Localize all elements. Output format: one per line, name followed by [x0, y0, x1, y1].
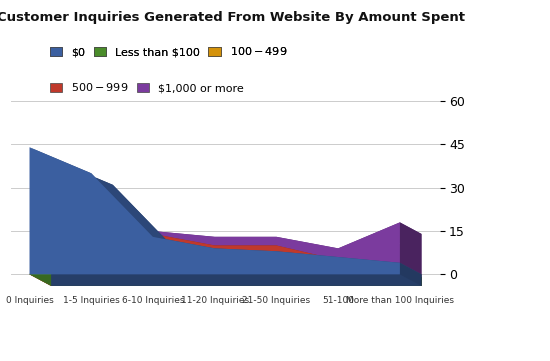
Text: Customer Inquiries Generated From Website By Amount Spent: Customer Inquiries Generated From Websit…: [0, 11, 465, 24]
Polygon shape: [51, 159, 421, 286]
Text: 21-50 Inquiries: 21-50 Inquiries: [243, 296, 311, 305]
Polygon shape: [400, 222, 421, 286]
Polygon shape: [51, 199, 421, 286]
Text: 6-10 Inquiries: 6-10 Inquiries: [122, 296, 184, 305]
Polygon shape: [400, 266, 421, 286]
Polygon shape: [400, 266, 421, 286]
Polygon shape: [30, 147, 421, 274]
Polygon shape: [30, 188, 400, 274]
Polygon shape: [30, 196, 400, 274]
Polygon shape: [30, 222, 421, 286]
Polygon shape: [30, 234, 421, 286]
Text: 11-20 Inquiries: 11-20 Inquiries: [180, 296, 249, 305]
Polygon shape: [30, 147, 400, 274]
Legend: $0, Less than $100, $100-$499: $0, Less than $100, $100-$499: [50, 45, 287, 57]
Polygon shape: [30, 188, 421, 286]
Polygon shape: [30, 196, 421, 286]
Polygon shape: [30, 222, 400, 274]
Polygon shape: [51, 234, 421, 286]
Polygon shape: [51, 208, 421, 286]
Text: 0 Inquiries: 0 Inquiries: [6, 296, 53, 305]
Text: 51-100: 51-100: [322, 296, 354, 305]
Text: More than 100 Inquiries: More than 100 Inquiries: [346, 296, 454, 305]
Legend: $500-$999, $1,000 or more: $500-$999, $1,000 or more: [50, 81, 244, 93]
Polygon shape: [51, 245, 421, 286]
Polygon shape: [30, 234, 400, 274]
Polygon shape: [400, 266, 421, 286]
Polygon shape: [400, 263, 421, 286]
Text: 1-5 Inquiries: 1-5 Inquiries: [63, 296, 119, 305]
